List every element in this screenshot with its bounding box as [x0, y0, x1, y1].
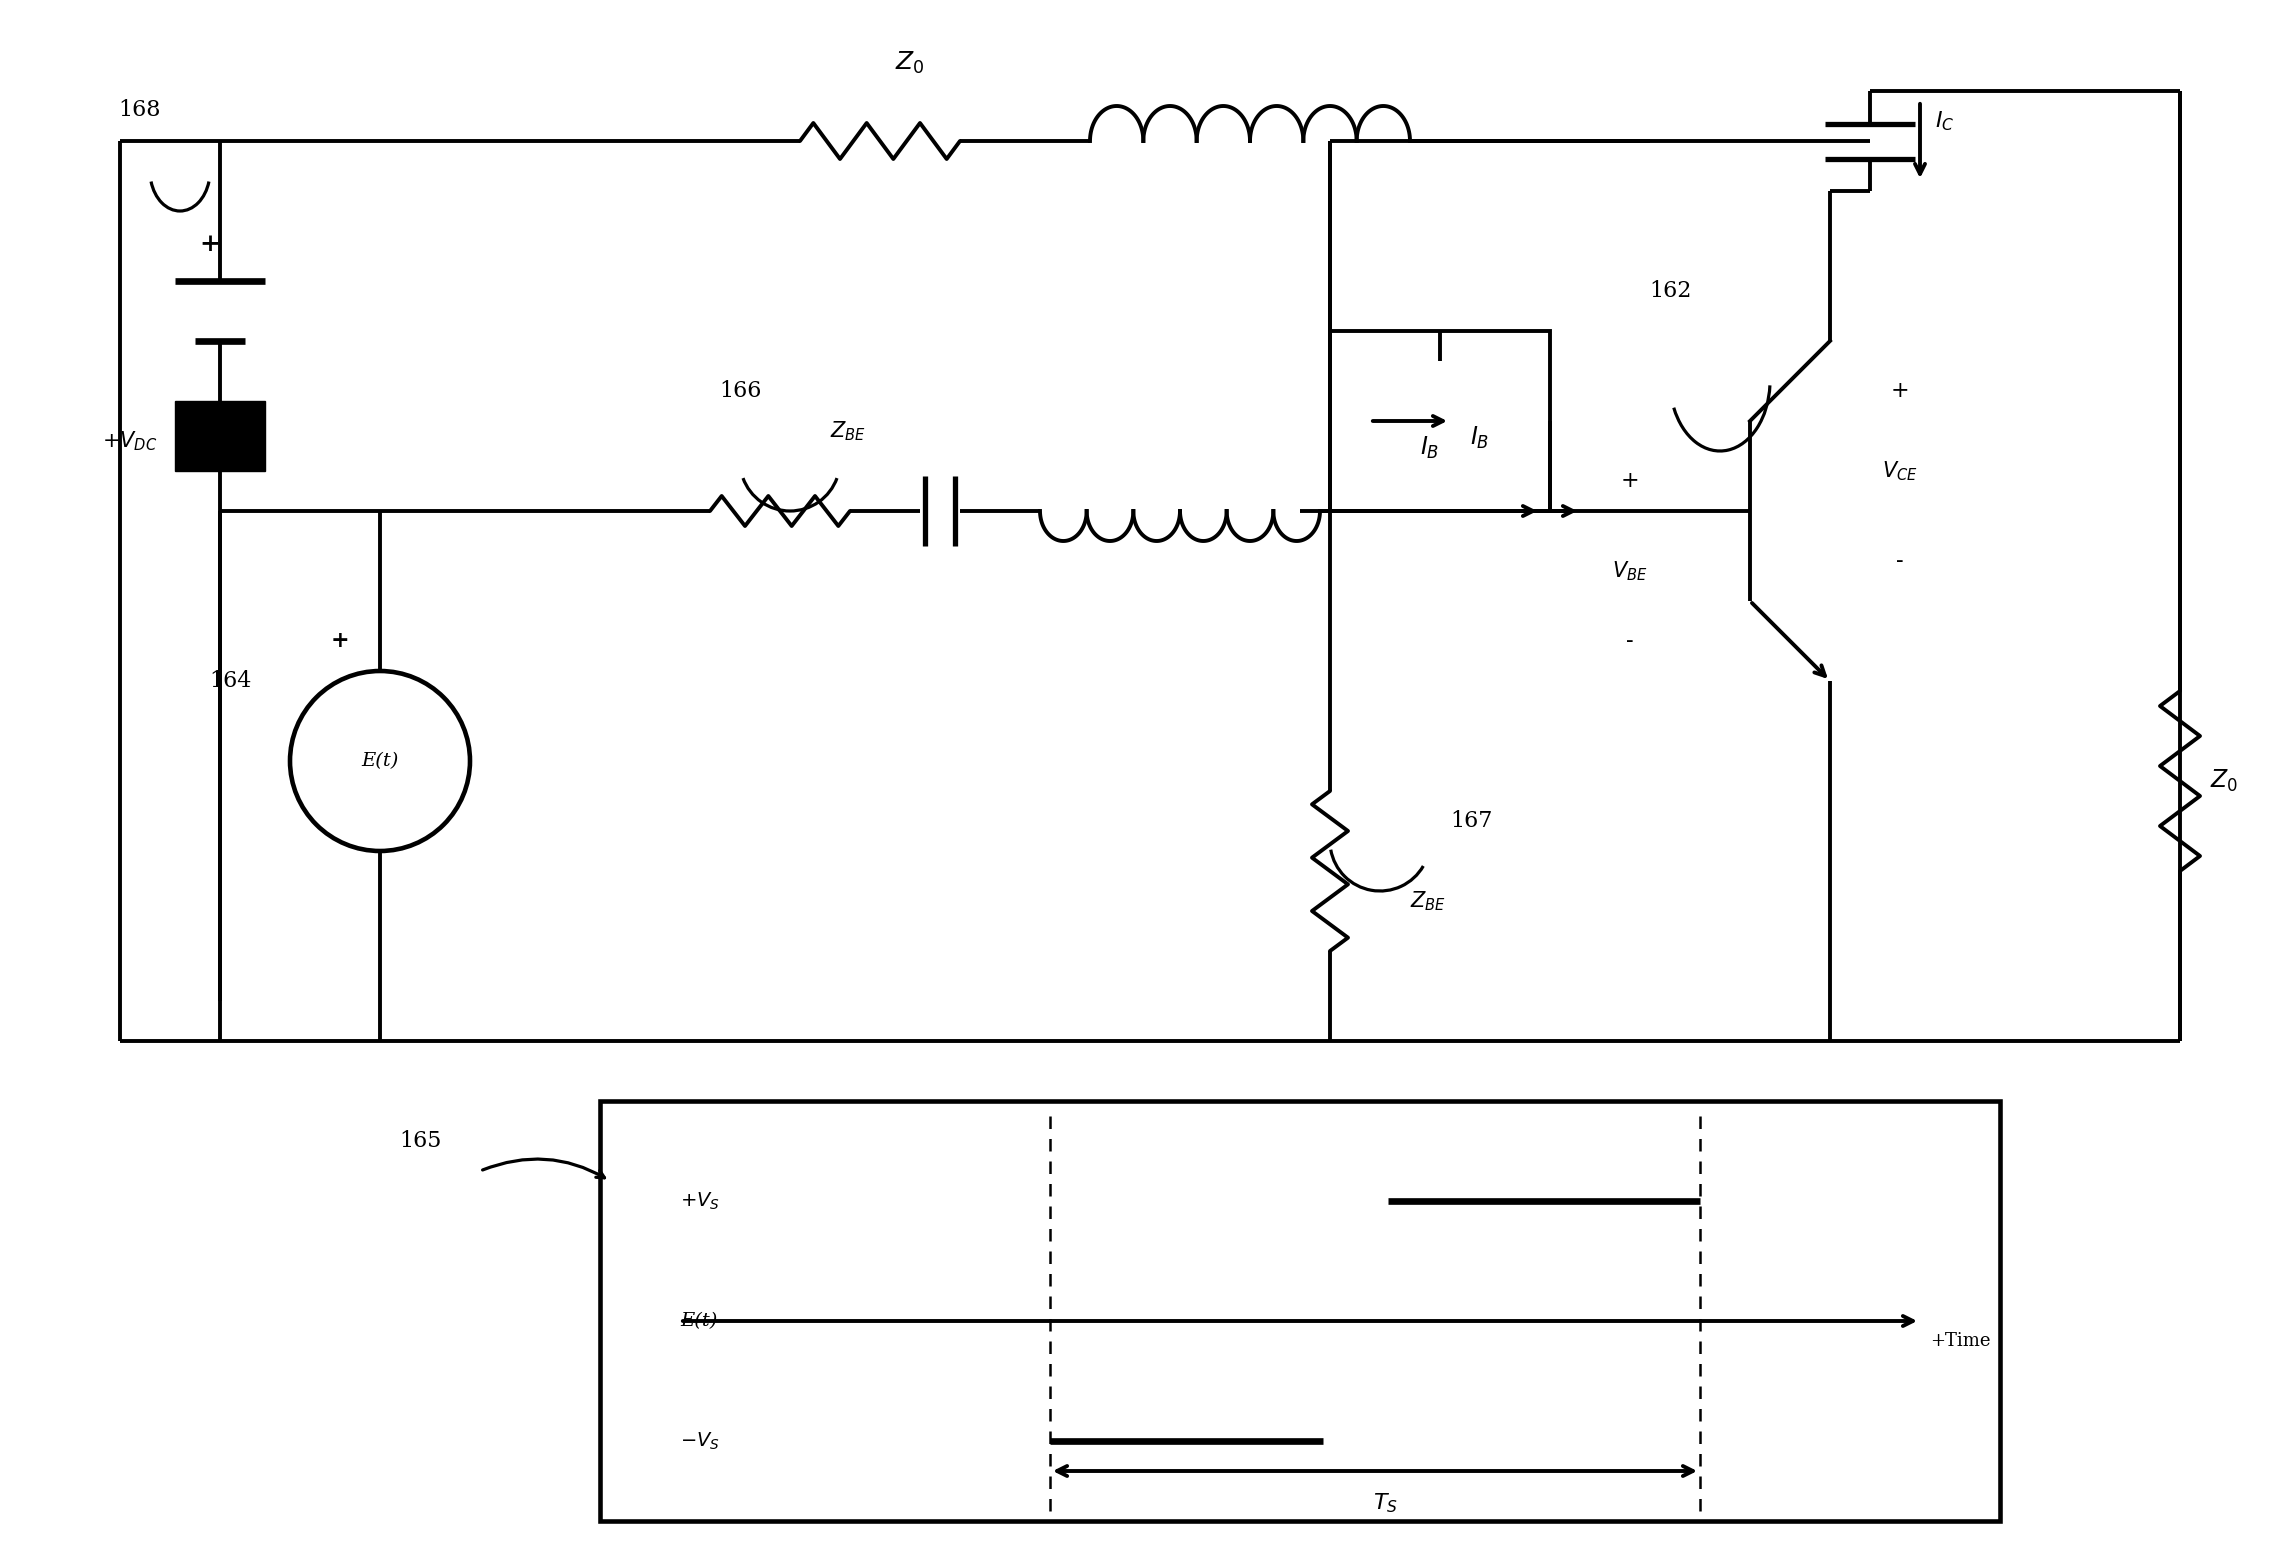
Bar — [1331, 331, 1549, 510]
Text: E(t): E(t) — [362, 752, 398, 770]
Text: 167: 167 — [1449, 810, 1492, 832]
Bar — [175, 401, 264, 471]
Text: -: - — [1627, 631, 1633, 652]
Text: +: + — [200, 233, 221, 256]
Text: +: + — [1891, 379, 1909, 403]
Text: $Z_{BE}$: $Z_{BE}$ — [830, 420, 867, 443]
Text: +Time: +Time — [1929, 1332, 1991, 1350]
Text: 168: 168 — [118, 98, 162, 122]
Text: $-V_S$: $-V_S$ — [680, 1430, 719, 1452]
Text: +: + — [1620, 470, 1640, 492]
Text: $+V_{DC}$: $+V_{DC}$ — [102, 429, 157, 453]
Text: $Z_0$: $Z_0$ — [894, 50, 926, 76]
Text: 166: 166 — [719, 379, 762, 403]
Text: $+V_S$: $+V_S$ — [680, 1191, 719, 1211]
Text: $I_C$: $I_C$ — [1936, 109, 1954, 133]
Text: $Z_{BE}$: $Z_{BE}$ — [1410, 890, 1447, 913]
Text: $V_{CE}$: $V_{CE}$ — [1881, 459, 1918, 482]
Text: -: - — [1895, 549, 1904, 571]
Text: 165: 165 — [398, 1130, 441, 1152]
Text: 164: 164 — [209, 670, 250, 692]
Text: E(t): E(t) — [680, 1311, 717, 1330]
Text: 162: 162 — [1649, 279, 1690, 301]
Text: $I_B$: $I_B$ — [1470, 425, 1490, 451]
Text: +: + — [330, 631, 350, 652]
Text: $V_{BE}$: $V_{BE}$ — [1613, 559, 1647, 582]
Bar — [601, 1101, 2000, 1520]
Text: $T_S$: $T_S$ — [1372, 1491, 1397, 1514]
Text: $Z_0$: $Z_0$ — [2209, 768, 2239, 795]
Text: $I_B$: $I_B$ — [1420, 436, 1440, 460]
FancyArrowPatch shape — [482, 1158, 605, 1179]
